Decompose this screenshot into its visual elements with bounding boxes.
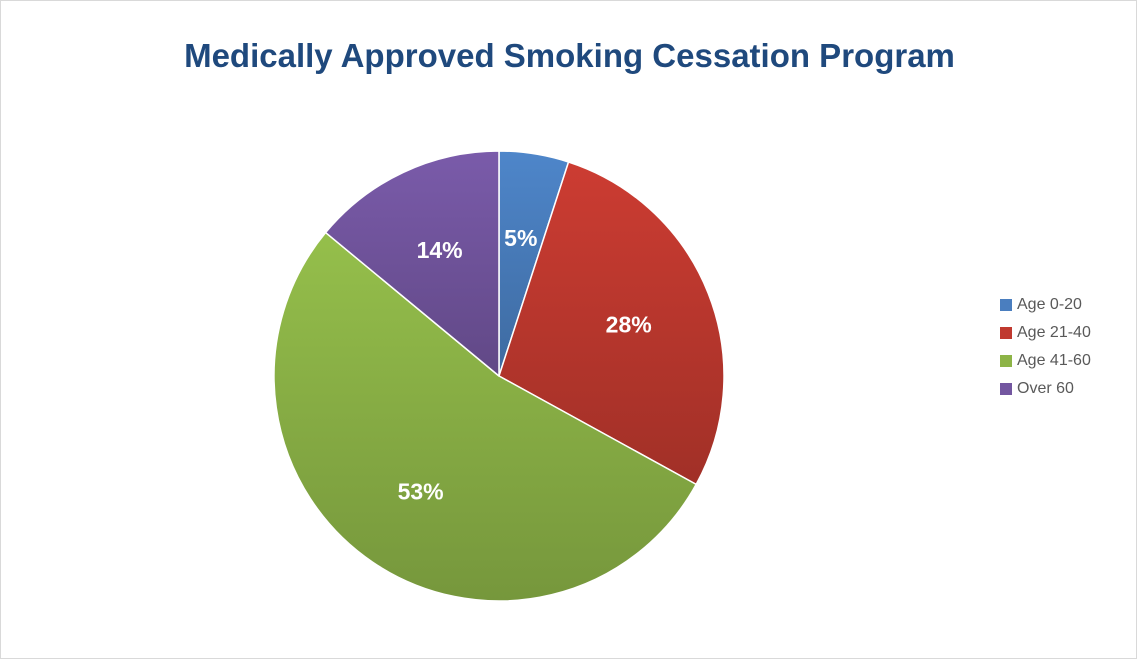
chart-legend: Age 0-20 Age 21-40 Age 41-60 Over 60 bbox=[1000, 295, 1091, 407]
legend-item-age-41-60: Age 41-60 bbox=[1000, 351, 1091, 371]
legend-label: Age 0-20 bbox=[1017, 296, 1082, 313]
legend-item-over-60: Over 60 bbox=[1000, 379, 1091, 399]
legend-item-age-21-40: Age 21-40 bbox=[1000, 323, 1091, 343]
legend-swatch bbox=[1000, 327, 1012, 339]
chart-title: Medically Approved Smoking Cessation Pro… bbox=[184, 37, 955, 74]
legend-swatch bbox=[1000, 355, 1012, 367]
legend-item-age-0-20: Age 0-20 bbox=[1000, 295, 1091, 315]
data-label-age-21-40: 28% bbox=[606, 312, 652, 338]
data-label-over-60: 14% bbox=[417, 237, 463, 263]
pie-slice-age-41-60 bbox=[273, 231, 697, 602]
legend-label: Over 60 bbox=[1017, 380, 1074, 397]
legend-swatch bbox=[1000, 299, 1012, 311]
pie-slice-over-60 bbox=[324, 150, 500, 377]
pie-data-labels: 5% 28% 53% 14% bbox=[398, 225, 652, 504]
pie-slice-age-21-40 bbox=[498, 161, 725, 486]
legend-label: Age 41-60 bbox=[1017, 352, 1091, 369]
legend-swatch bbox=[1000, 383, 1012, 395]
data-label-age-0-20: 5% bbox=[504, 225, 537, 251]
legend-label: Age 21-40 bbox=[1017, 324, 1091, 341]
data-label-age-41-60: 53% bbox=[398, 478, 444, 504]
pie-slices bbox=[273, 150, 725, 602]
